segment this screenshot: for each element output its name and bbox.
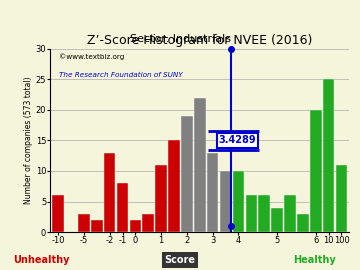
Bar (207, 153, 219, 232)
Bar (181, 116, 193, 232)
Bar (271, 208, 283, 232)
Bar (130, 220, 141, 232)
Bar (246, 195, 257, 232)
Bar (336, 165, 347, 232)
Text: Unhealthy: Unhealthy (13, 255, 69, 265)
Text: ©www.textbiz.org: ©www.textbiz.org (59, 53, 125, 60)
Bar (91, 220, 103, 232)
Text: Sector: Industrials: Sector: Industrials (130, 34, 230, 44)
Bar (284, 195, 296, 232)
Bar (156, 165, 167, 232)
Bar (52, 195, 64, 232)
Title: Z’-Score Histogram for NVEE (2016): Z’-Score Histogram for NVEE (2016) (87, 35, 312, 48)
Bar (143, 214, 154, 232)
Bar (168, 140, 180, 232)
Bar (194, 97, 206, 232)
Text: The Research Foundation of SUNY: The Research Foundation of SUNY (59, 72, 183, 77)
Bar (233, 171, 244, 232)
Text: Healthy: Healthy (294, 255, 336, 265)
Bar (310, 110, 321, 232)
Text: Score: Score (165, 255, 195, 265)
Bar (117, 183, 128, 232)
Bar (104, 153, 116, 232)
Bar (258, 195, 270, 232)
Bar (297, 214, 309, 232)
Y-axis label: Number of companies (573 total): Number of companies (573 total) (24, 77, 33, 204)
Bar (78, 214, 90, 232)
Text: 3.4289: 3.4289 (219, 135, 256, 146)
Bar (220, 171, 231, 232)
Bar (323, 79, 334, 232)
